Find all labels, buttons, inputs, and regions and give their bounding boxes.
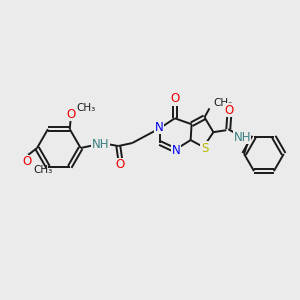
- Text: CH₃: CH₃: [77, 103, 96, 113]
- Text: O: O: [170, 92, 179, 105]
- Text: N: N: [154, 121, 163, 134]
- Text: CH₃: CH₃: [213, 98, 233, 108]
- Text: NH: NH: [92, 138, 109, 151]
- Text: O: O: [225, 104, 234, 117]
- Text: O: O: [116, 158, 125, 171]
- Text: NH: NH: [233, 130, 251, 144]
- Text: O: O: [22, 155, 32, 168]
- Text: O: O: [66, 108, 75, 121]
- Text: N: N: [171, 145, 180, 158]
- Text: S: S: [201, 142, 208, 154]
- Text: CH₃: CH₃: [33, 165, 52, 175]
